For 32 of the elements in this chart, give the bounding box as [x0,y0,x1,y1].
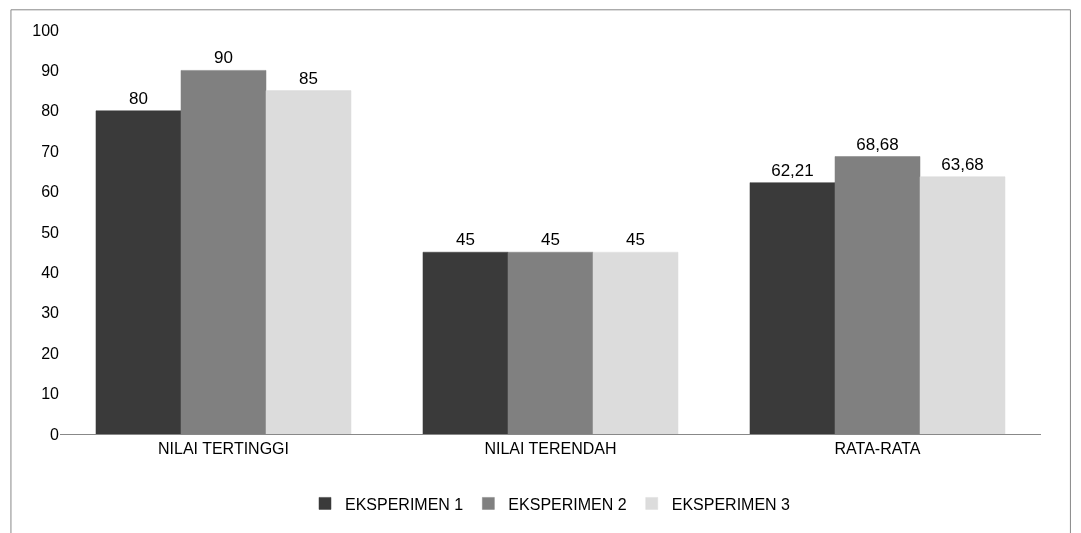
bar [592,251,679,434]
data-label: 45 [456,230,475,250]
y-tick-label: 100 [32,21,60,39]
data-label: 45 [626,230,645,250]
y-tick-label: 20 [41,344,60,362]
bar [95,110,182,434]
legend-label: EKSPERIMEN 2 [508,495,627,513]
y-tick-label: 80 [41,102,60,120]
data-label: 85 [299,68,318,88]
y-tick-label: 30 [41,304,60,322]
y-tick-label: 90 [41,62,60,79]
y-tick-label: 40 [41,264,60,281]
x-tick-label: NILAI TERENDAH [484,440,617,458]
legend-label: EKSPERIMEN 1 [345,495,464,513]
data-label: 90 [214,48,233,68]
x-tick-label: RATA-RATA [834,440,921,458]
data-label: 63,68 [941,154,984,174]
bar [749,182,836,434]
bar [265,90,352,434]
y-tick-label: 60 [41,183,60,201]
y-tick-label: 10 [41,385,60,403]
y-tick-label: 0 [50,425,60,443]
legend-label: EKSPERIMEN 3 [671,495,791,513]
data-label: 45 [541,230,560,250]
y-tick-label: 70 [41,142,60,160]
bar [422,251,509,434]
y-tick-label: 50 [41,223,60,241]
data-label: 68,68 [856,134,899,154]
x-tick-label: NILAI TERTINGGI [158,440,289,458]
data-label: 80 [129,88,148,108]
data-label: 62,21 [771,160,814,180]
bar [919,176,1006,434]
